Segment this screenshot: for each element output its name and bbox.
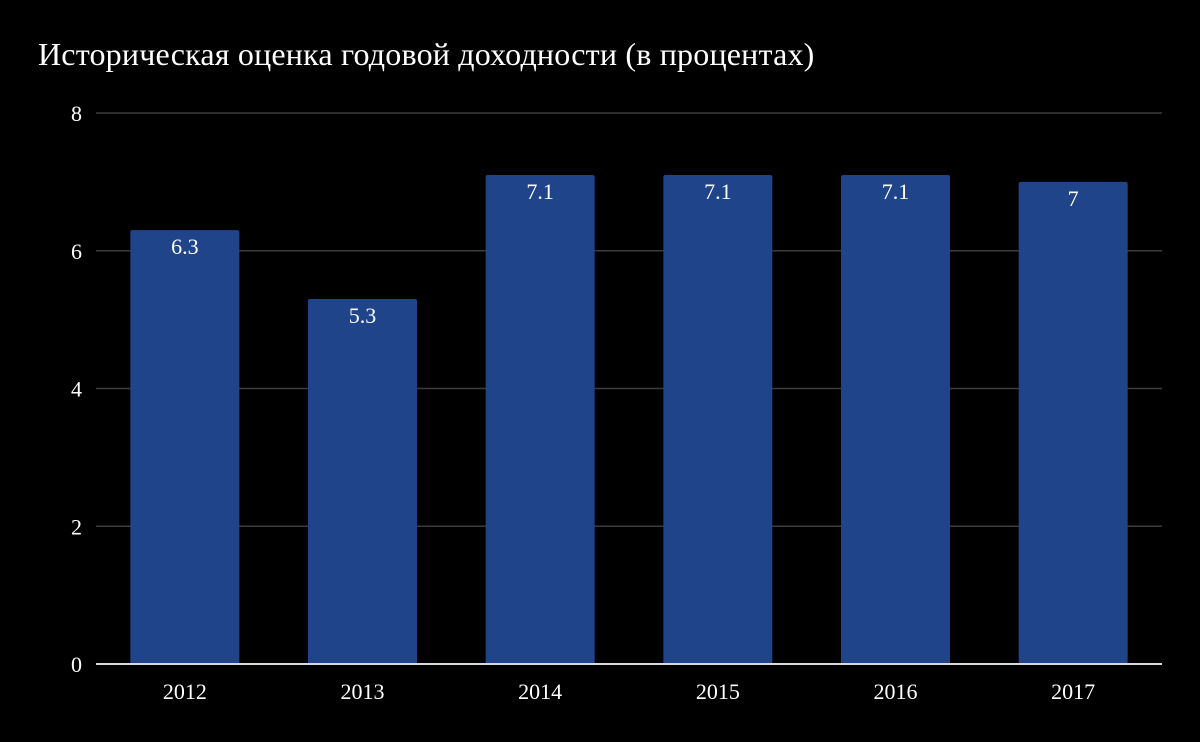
data-label-2014: 7.1 [526,179,554,204]
bars [130,174,1128,665]
x-tick-label-2016: 2016 [874,679,918,704]
bar-2015 [663,174,773,665]
x-tick-label-2015: 2015 [696,679,740,704]
x-tick-label-2012: 2012 [163,679,207,704]
x-tick-label-2013: 2013 [341,679,385,704]
gridlines [96,112,1162,527]
y-tick-label: 0 [71,652,82,677]
data-label-2012: 6.3 [171,234,199,259]
y-tick-label: 6 [71,239,82,264]
data-label-2016: 7.1 [882,179,910,204]
x-tick-label-2014: 2014 [518,679,562,704]
y-tick-label: 8 [71,101,82,126]
y-axis-ticks: 0 2 4 6 8 [71,101,82,677]
y-tick-label: 2 [71,514,82,539]
bar-2016 [841,174,950,665]
data-labels: 6.3 5.3 7.1 7.1 7.1 7 [171,179,1079,328]
data-label-2015: 7.1 [704,179,732,204]
x-axis-ticks: 2012 2013 2014 2015 2016 2017 [163,679,1095,704]
y-tick-label: 4 [71,377,82,402]
chart-title: Историческая оценка годовой доходности (… [38,36,815,72]
data-label-2017: 7 [1068,186,1079,211]
data-label-2013: 5.3 [349,303,377,328]
x-tick-label-2017: 2017 [1051,679,1095,704]
bar-2017 [1018,181,1128,664]
bar-2013 [308,298,417,664]
bar-2012 [130,230,240,664]
bar-2014 [485,174,595,665]
